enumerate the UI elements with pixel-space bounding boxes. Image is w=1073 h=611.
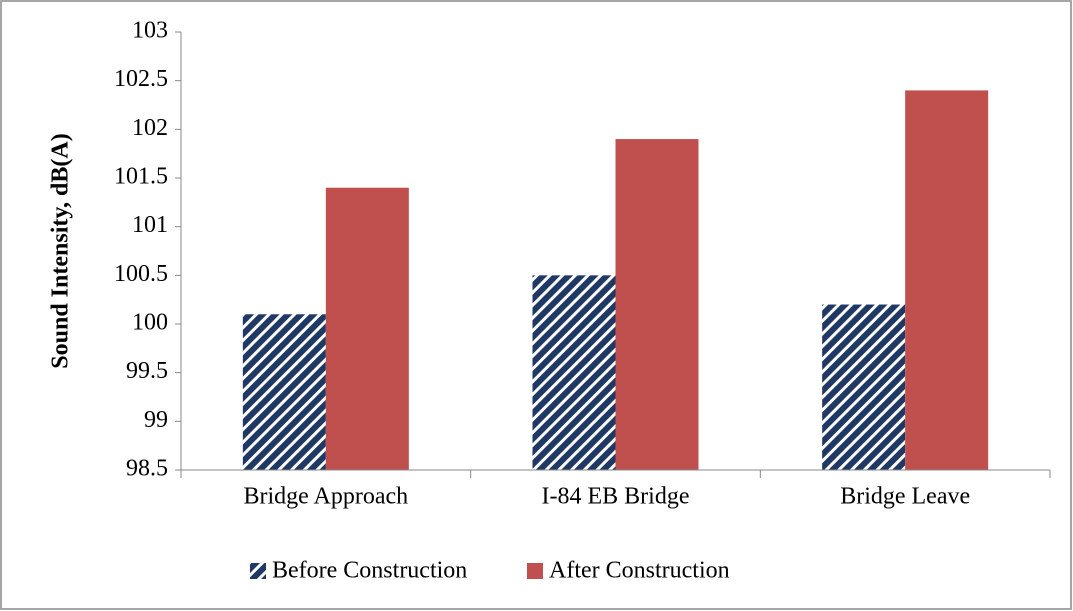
y-tick-label: 99 — [144, 407, 168, 433]
y-tick-label: 98.5 — [126, 456, 168, 482]
bar — [325, 187, 409, 470]
x-tick-label: I-84 EB Bridge — [542, 484, 690, 510]
legend-label: Before Construction — [272, 558, 467, 584]
legend-marker — [250, 563, 266, 579]
x-tick-label: Bridge Approach — [244, 484, 409, 510]
bar — [615, 139, 699, 471]
legend-label: After Construction — [549, 558, 730, 584]
y-tick-label: 102 — [132, 115, 168, 141]
x-tick-label: Bridge Leave — [840, 484, 970, 510]
legend-marker — [527, 563, 543, 579]
bar — [822, 304, 906, 470]
bar — [532, 275, 616, 470]
y-tick-label: 103 — [132, 18, 168, 44]
y-tick-label: 102.5 — [114, 66, 168, 92]
y-tick-label: 99.5 — [126, 358, 168, 384]
y-tick-label: 100 — [132, 310, 168, 336]
y-tick-label: 101 — [132, 212, 168, 238]
y-tick-label: 101.5 — [114, 164, 168, 190]
bar — [242, 314, 326, 470]
y-tick-label: 100.5 — [114, 261, 168, 287]
bar — [905, 90, 989, 471]
y-axis-label: Sound Intensity, dB(A) — [48, 133, 74, 368]
